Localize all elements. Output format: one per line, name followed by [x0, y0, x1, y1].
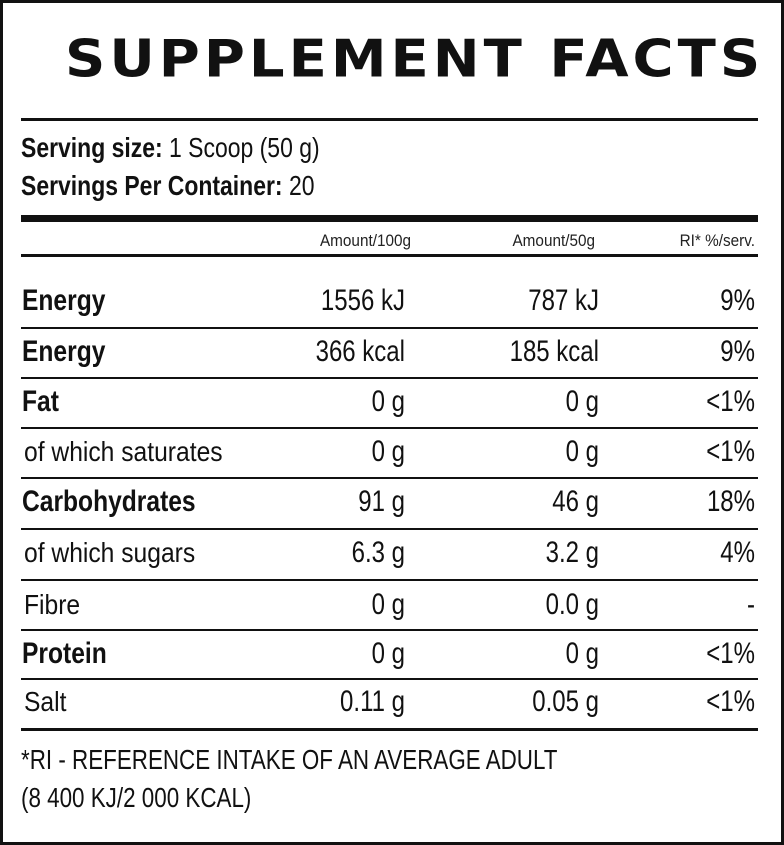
- table-bottom-divider: [21, 728, 758, 731]
- amount-per100g: 91 g: [358, 485, 405, 518]
- column-header-per100g: Amount/100g: [319, 231, 411, 250]
- footnote-line-2: (8 400 KJ/2 000 KCAL): [21, 782, 252, 813]
- amount-per50g: 46 g: [552, 485, 599, 518]
- serving-size-label: Serving size:: [21, 132, 163, 163]
- ri-percent: <1%: [706, 637, 755, 670]
- amount-per100g: 0 g: [371, 435, 405, 468]
- amount-per100g: 0.11 g: [340, 685, 405, 718]
- row-divider: [21, 678, 758, 680]
- serving-size-value: 1 Scoop (50 g): [169, 132, 320, 163]
- amount-per50g: 0.05 g: [532, 685, 599, 718]
- panel-title: SUPPLEMENT FACTS: [65, 29, 765, 90]
- row-divider: [21, 327, 758, 329]
- row-divider: [21, 629, 758, 631]
- amount-per50g: 0 g: [565, 385, 599, 418]
- reference-intake-footnote: *RI - REFERENCE INTAKE OF AN AVERAGE ADU…: [21, 741, 557, 817]
- amount-per50g: 3.2 g: [545, 536, 599, 569]
- nutrient-name: Energy: [22, 284, 106, 317]
- row-divider: [21, 377, 758, 379]
- servings-per-container: Servings Per Container: 20: [21, 169, 314, 203]
- header-divider: [21, 254, 758, 257]
- amount-per100g: 0 g: [371, 637, 405, 670]
- nutrient-name: Protein: [22, 637, 107, 670]
- table-row-protein: Protein 0 g 0 g <1%: [3, 632, 784, 676]
- amount-per100g: 1556 kJ: [320, 284, 405, 317]
- ri-percent: 9%: [720, 335, 755, 368]
- row-divider: [21, 477, 758, 479]
- footnote-line-1: *RI - REFERENCE INTAKE OF AN AVERAGE ADU…: [21, 744, 558, 775]
- table-row-energy-kj: Energy 1556 kJ 787 kJ 9%: [3, 279, 784, 323]
- amount-per100g: 0 g: [371, 385, 405, 418]
- row-divider: [21, 579, 758, 581]
- column-header-per50g: Amount/50g: [512, 231, 595, 250]
- amount-per50g: 0.0 g: [545, 588, 599, 621]
- amount-per100g: 6.3 g: [351, 536, 405, 569]
- amount-per50g: 0 g: [565, 435, 599, 468]
- ri-percent: <1%: [706, 685, 755, 718]
- servings-per-container-label: Servings Per Container:: [21, 170, 283, 201]
- servings-per-container-value: 20: [288, 170, 315, 201]
- ri-percent: 4%: [720, 536, 755, 569]
- nutrient-name: Fat: [22, 385, 59, 418]
- amount-per50g: 787 kJ: [528, 284, 599, 317]
- ri-percent: <1%: [706, 435, 755, 468]
- table-row-carbohydrates: Carbohydrates 91 g 46 g 18%: [3, 480, 784, 524]
- ri-percent: -: [747, 588, 755, 621]
- serving-divider: [21, 215, 758, 222]
- serving-size: Serving size: 1 Scoop (50 g): [21, 131, 320, 165]
- column-header-ri: RI* %/serv.: [679, 231, 755, 250]
- ri-percent: 18%: [706, 485, 755, 518]
- amount-per50g: 0 g: [565, 637, 599, 670]
- row-divider: [21, 427, 758, 429]
- table-row-energy-kcal: Energy 366 kcal 185 kcal 9%: [3, 330, 784, 374]
- title-divider: [21, 118, 758, 121]
- nutrient-name: Carbohydrates: [22, 485, 196, 518]
- table-row-fibre: Fibre 0 g 0.0 g -: [3, 583, 784, 627]
- ri-percent: 9%: [720, 284, 755, 317]
- table-row-saturates: of which saturates 0 g 0 g <1%: [3, 430, 784, 474]
- ri-percent: <1%: [706, 385, 755, 418]
- nutrient-name: Energy: [22, 335, 106, 368]
- table-row-fat: Fat 0 g 0 g <1%: [3, 380, 784, 424]
- nutrient-name: Salt: [24, 686, 67, 717]
- amount-per100g: 0 g: [371, 588, 405, 621]
- row-divider: [21, 528, 758, 530]
- table-row-salt: Salt 0.11 g 0.05 g <1%: [3, 680, 784, 724]
- table-row-sugars: of which sugars 6.3 g 3.2 g 4%: [3, 531, 784, 575]
- nutrient-name: of which sugars: [24, 537, 196, 568]
- nutrient-name: of which saturates: [24, 436, 223, 467]
- amount-per100g: 366 kcal: [315, 335, 405, 368]
- nutrient-name: Fibre: [24, 589, 81, 620]
- amount-per50g: 185 kcal: [509, 335, 599, 368]
